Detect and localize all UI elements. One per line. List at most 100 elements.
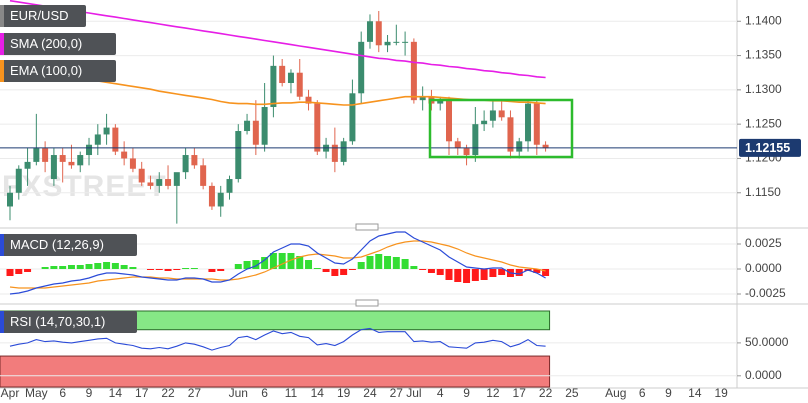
histogram-bar [410, 266, 418, 269]
candle-body [173, 172, 180, 186]
resize-handle[interactable] [355, 223, 379, 231]
histogram-bar [419, 269, 427, 270]
x-tick-label: 6 [639, 386, 646, 400]
histogram-bar [76, 265, 84, 269]
candle-body [200, 165, 207, 186]
candle-body [138, 168, 145, 183]
x-tick-label: 27 [188, 386, 202, 400]
histogram-bar [59, 266, 67, 269]
candle-body [121, 151, 128, 159]
x-tick-label: 19 [337, 386, 351, 400]
candle-body [244, 120, 251, 132]
x-tick-label: 19 [715, 386, 729, 400]
candle-body [59, 155, 66, 162]
x-tick-label: 12 [486, 386, 500, 400]
x-tick-label: Jul [406, 386, 421, 400]
histogram-bar [120, 265, 128, 269]
legend-box [0, 60, 116, 82]
candle-body [42, 148, 49, 162]
candle-body [226, 179, 233, 193]
candle-body [437, 100, 444, 104]
candle-body [331, 144, 338, 162]
candle-body [208, 185, 215, 207]
candle-body [112, 127, 119, 152]
histogram-bar [313, 268, 321, 269]
candle-body [182, 155, 189, 173]
histogram-bar [85, 264, 93, 269]
legend-box [0, 234, 137, 256]
candle-body [410, 41, 417, 101]
legend-label: EMA (100,0) [10, 63, 82, 78]
x-tick-label: 27 [390, 386, 404, 400]
x-tick-label: 17 [135, 386, 149, 400]
rsi-line [9, 327, 546, 351]
candle-body [68, 161, 75, 166]
candle-body [393, 41, 400, 43]
x-tick-label: 17 [513, 386, 527, 400]
histogram-bar [67, 265, 75, 269]
legend-label: EUR/USD [10, 8, 69, 23]
candle-body [507, 117, 514, 152]
last-price-box [739, 138, 801, 157]
candle-body [358, 41, 365, 94]
candle-body [33, 148, 40, 162]
x-tick-label: 22 [539, 386, 553, 400]
histogram-bar [261, 257, 269, 269]
histogram-bar [173, 269, 181, 270]
histogram-bar [471, 269, 479, 281]
y-tick-label: -0.0025 [745, 286, 786, 300]
x-tick-label: Jun [229, 386, 248, 400]
x-tick-label: 11 [285, 386, 298, 400]
candle-body [191, 155, 198, 166]
histogram-bar [24, 269, 32, 272]
y-tick-label: 50.0000 [745, 335, 789, 349]
histogram-bar [94, 263, 102, 269]
histogram-bar [252, 260, 260, 269]
candle-body [103, 127, 110, 135]
x-tick-label: Aug [605, 386, 626, 400]
candle-body [235, 131, 242, 180]
candle-body [419, 96, 426, 101]
histogram-bar [463, 269, 471, 283]
candle-body [481, 120, 488, 125]
histogram-bar [50, 266, 58, 269]
x-tick-label: 14 [688, 386, 702, 400]
legend-box [0, 33, 116, 55]
candle-body [24, 161, 31, 169]
legend-swatch [0, 234, 4, 256]
candle-body [454, 141, 461, 149]
candle-body [279, 65, 286, 84]
histogram-bar [41, 267, 49, 269]
candle-body [270, 65, 277, 108]
histogram-bar [129, 267, 137, 269]
candle-body [129, 158, 136, 169]
histogram-bar [340, 269, 348, 275]
histogram-bar [269, 253, 277, 269]
candle-body [252, 120, 259, 145]
histogram-bar [489, 269, 497, 277]
resize-handle[interactable] [355, 299, 379, 307]
y-tick-label: 1.1150 [745, 185, 781, 199]
oversold-zone [0, 355, 551, 388]
candle-body [542, 144, 549, 149]
legend-swatch [0, 311, 4, 333]
y-tick-label: 1.1350 [745, 48, 782, 62]
histogram-bar [103, 262, 111, 269]
y-tick-label: 1.1300 [745, 82, 782, 96]
histogram-bar [331, 269, 339, 276]
x-tick-label: 6 [59, 386, 66, 400]
y-tick-label: 0.0000 [745, 261, 782, 275]
signal-line [9, 240, 546, 289]
histogram-bar [6, 269, 14, 276]
histogram-bar [305, 260, 313, 269]
candle-body [7, 192, 13, 207]
candle-body [349, 93, 356, 142]
histogram-bar [515, 269, 523, 276]
candle-body [402, 41, 409, 43]
x-tick-label: 6 [261, 386, 268, 400]
legend-swatch [0, 60, 4, 82]
histogram-bar [155, 269, 163, 270]
histogram-bar [111, 263, 119, 269]
